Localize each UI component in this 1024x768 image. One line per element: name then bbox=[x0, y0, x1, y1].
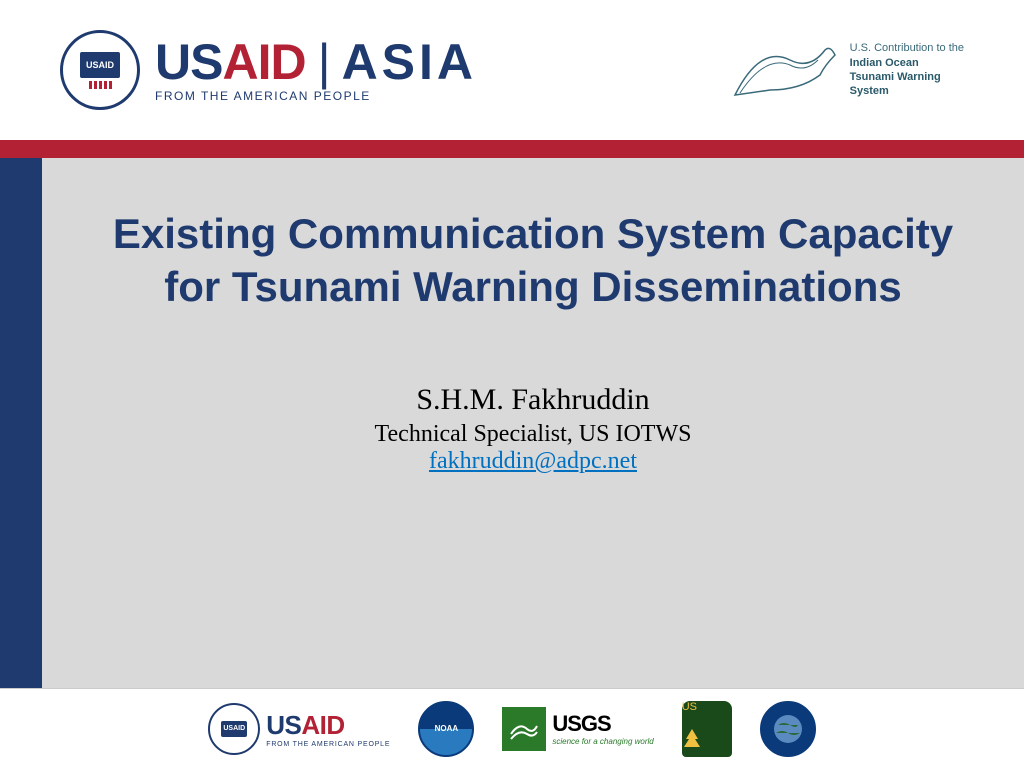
noaa-logo-icon: NOAA bbox=[418, 701, 474, 757]
usaid-text-block: USAID|ASIA FROM THE AMERICAN PEOPLE bbox=[155, 37, 477, 103]
usgs-text: USGS science for a changing world bbox=[552, 711, 653, 746]
usgs-logo: USGS science for a changing world bbox=[502, 707, 653, 751]
usaid-asia-wordmark: USAID|ASIA bbox=[155, 37, 477, 87]
usgs-wave-icon bbox=[509, 714, 539, 744]
globe-icon bbox=[770, 711, 806, 747]
footer-usaid-text: USAID FROM THE AMERICAN PEOPLE bbox=[266, 710, 390, 748]
iotws-text: U.S. Contribution to the Indian Ocean Ts… bbox=[850, 41, 964, 98]
iotws-line1: U.S. Contribution to the bbox=[850, 41, 964, 55]
footer-usaid-logo: USAID USAID FROM THE AMERICAN PEOPLE bbox=[208, 703, 390, 755]
wave-icon bbox=[730, 35, 840, 105]
trade-logo-icon bbox=[760, 701, 816, 757]
blue-sidebar bbox=[0, 158, 42, 688]
usaid-tagline: FROM THE AMERICAN PEOPLE bbox=[155, 89, 477, 103]
usaid-asia-text: ASIA bbox=[342, 34, 477, 90]
author-email-link[interactable]: fakhruddin@adpc.net bbox=[429, 448, 637, 474]
usaid-seal-small-icon: USAID bbox=[208, 703, 260, 755]
usaid-us-text: US bbox=[155, 34, 222, 90]
usaid-seal-small-label: USAID bbox=[221, 721, 247, 737]
body-area: Existing Communication System Capacity f… bbox=[0, 158, 1024, 688]
usaid-seal-icon: USAID bbox=[60, 30, 140, 110]
noaa-label: NOAA bbox=[435, 724, 459, 733]
usfs-label: US bbox=[682, 701, 732, 713]
footer: USAID USAID FROM THE AMERICAN PEOPLE NOA… bbox=[0, 688, 1024, 768]
usgs-tagline: science for a changing world bbox=[552, 737, 653, 746]
tree-icon bbox=[682, 727, 702, 751]
usaid-aid-text: AID bbox=[222, 34, 305, 90]
top-header: USAID USAID|ASIA FROM THE AMERICAN PEOPL… bbox=[0, 0, 1024, 140]
usfs-logo-icon: US bbox=[682, 701, 732, 757]
usgs-label: USGS bbox=[552, 711, 653, 737]
usgs-square-icon bbox=[502, 707, 546, 751]
content-area: Existing Communication System Capacity f… bbox=[42, 158, 1024, 688]
usaid-separator: | bbox=[318, 34, 330, 90]
footer-usaid-tagline: FROM THE AMERICAN PEOPLE bbox=[266, 741, 390, 748]
iotws-line3: Tsunami Warning bbox=[850, 70, 964, 84]
author-name: S.H.M. Fakhruddin bbox=[375, 383, 692, 417]
iotws-line4: System bbox=[850, 84, 964, 98]
iotws-logo: U.S. Contribution to the Indian Ocean Ts… bbox=[730, 35, 964, 105]
red-bar bbox=[0, 140, 1024, 158]
usaid-seal-label: USAID bbox=[80, 52, 120, 78]
iotws-line2: Indian Ocean bbox=[850, 56, 964, 70]
flag-bars-icon bbox=[89, 81, 112, 89]
slide-title: Existing Communication System Capacity f… bbox=[108, 208, 958, 313]
author-role: Technical Specialist, US IOTWS bbox=[375, 421, 692, 448]
usaid-asia-logo: USAID USAID|ASIA FROM THE AMERICAN PEOPL… bbox=[60, 30, 477, 110]
author-block: S.H.M. Fakhruddin Technical Specialist, … bbox=[375, 383, 692, 475]
footer-usaid-wordmark: USAID bbox=[266, 710, 390, 741]
